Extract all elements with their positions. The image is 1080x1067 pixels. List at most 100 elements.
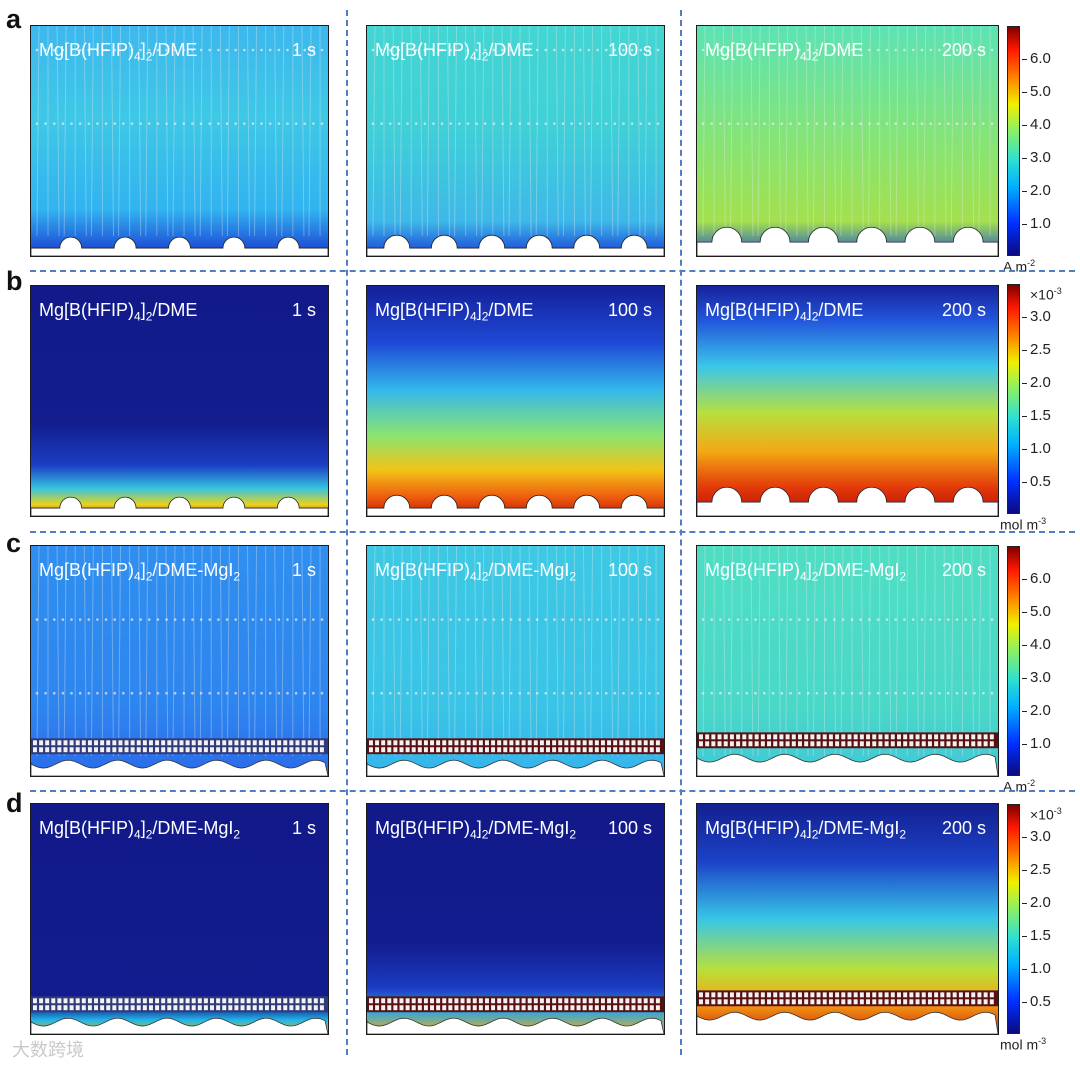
layer-particle <box>228 998 233 1004</box>
layer-particle <box>564 740 569 746</box>
colorbar-tick <box>1022 744 1027 745</box>
field-map <box>697 26 998 256</box>
arrow-marker <box>701 122 705 125</box>
layer-particle <box>45 1005 50 1011</box>
arrow-marker <box>113 48 117 52</box>
layer-particle <box>185 1005 190 1011</box>
layer-particle <box>57 998 62 1004</box>
arrow-marker <box>475 48 478 52</box>
panel-title-part: /DME-MgI <box>488 560 570 580</box>
arrow-marker <box>824 48 827 52</box>
layer-particle <box>619 998 624 1004</box>
arrow-marker <box>268 618 272 621</box>
layer-particle <box>87 1005 92 1011</box>
layer-particle <box>952 741 957 747</box>
streamline <box>481 26 485 237</box>
layer-particle <box>909 999 914 1005</box>
layer-particle <box>478 747 483 753</box>
arrow-marker <box>165 122 168 125</box>
arrow-marker <box>754 618 757 621</box>
layer-particle <box>711 734 716 740</box>
streamline <box>583 26 586 237</box>
streamline <box>637 26 641 237</box>
colorbar-tick <box>1022 92 1027 93</box>
layer-particle <box>835 741 840 747</box>
colorbar-unit-exp: -3 <box>1038 1036 1047 1046</box>
layer-particle <box>203 998 208 1004</box>
layer-particle <box>466 740 471 746</box>
row-label: a <box>6 4 22 34</box>
arrow-marker <box>87 618 91 621</box>
colorbar-scale-base: ×10 <box>1030 806 1054 823</box>
streamline <box>888 26 892 237</box>
arrow-marker <box>789 48 792 52</box>
layer-particle <box>246 740 251 746</box>
layer-particle <box>576 740 581 746</box>
layer-particle <box>39 998 44 1004</box>
layer-particle <box>791 741 796 747</box>
arrow-marker <box>130 618 134 621</box>
streamline <box>840 546 844 757</box>
arrow-marker <box>981 691 985 695</box>
layer-particle <box>75 1005 80 1011</box>
layer-particle <box>112 998 117 1004</box>
layer-particle <box>319 998 324 1004</box>
layer-particle <box>853 999 858 1005</box>
colorbar-tick <box>1022 612 1027 613</box>
colorbar-tick-label: 1.0 <box>1030 215 1051 232</box>
layer-particle <box>264 747 269 753</box>
streamline <box>481 546 485 757</box>
layer-particle <box>118 1005 123 1011</box>
row-divider <box>30 531 1075 533</box>
layer-particle <box>613 998 618 1004</box>
layer-particle <box>729 741 734 747</box>
panel-title: Mg[B(HFIP)4]2/DME-MgI2 <box>375 560 576 584</box>
field-plot <box>31 546 328 776</box>
layer-particle <box>779 741 784 747</box>
layer-particle <box>958 999 963 1005</box>
layer-particle <box>442 1005 447 1011</box>
streamline <box>555 546 559 757</box>
layer-particle <box>210 747 214 753</box>
streamline <box>419 546 423 757</box>
layer-particle <box>723 734 728 740</box>
electrode-substrate <box>697 1011 998 1034</box>
arrow-marker <box>833 691 836 695</box>
arrow-marker <box>371 122 375 125</box>
layer-particle <box>124 747 129 753</box>
layer-particle <box>607 740 612 746</box>
layer-particle <box>552 740 557 746</box>
arrow-marker <box>815 122 819 125</box>
arrow-marker <box>312 618 315 621</box>
arrow-marker <box>920 122 924 125</box>
arrow-marker <box>527 122 530 125</box>
layer-particle <box>375 1005 380 1011</box>
streamline <box>562 26 566 237</box>
layer-particle <box>921 741 926 747</box>
electrode-substrate <box>31 496 328 516</box>
layer-particle <box>106 740 111 746</box>
arrow-marker <box>876 618 880 621</box>
panel-title: Mg[B(HFIP)4]2/DME <box>705 40 863 64</box>
layer-particle <box>828 734 833 740</box>
layer-particle <box>503 747 508 753</box>
streamline <box>281 546 285 757</box>
arrow-marker <box>946 618 950 621</box>
streamline <box>301 26 305 237</box>
layer-particle <box>307 740 312 746</box>
panel-title-part: 4 <box>134 309 141 324</box>
arrow-marker <box>596 48 599 52</box>
layer-particle <box>185 998 190 1004</box>
arrow-marker <box>406 122 409 125</box>
layer-particle <box>118 740 123 746</box>
layer-particle <box>142 1005 147 1011</box>
arrow-marker <box>388 618 392 621</box>
arrow-marker <box>920 618 924 621</box>
layer-particle <box>161 998 166 1004</box>
arrow-marker <box>911 48 915 52</box>
arrow-marker <box>656 48 660 52</box>
layer-particle <box>112 1005 117 1011</box>
arrow-marker <box>762 691 766 695</box>
streamline <box>63 26 67 237</box>
arrow-marker <box>771 618 775 621</box>
